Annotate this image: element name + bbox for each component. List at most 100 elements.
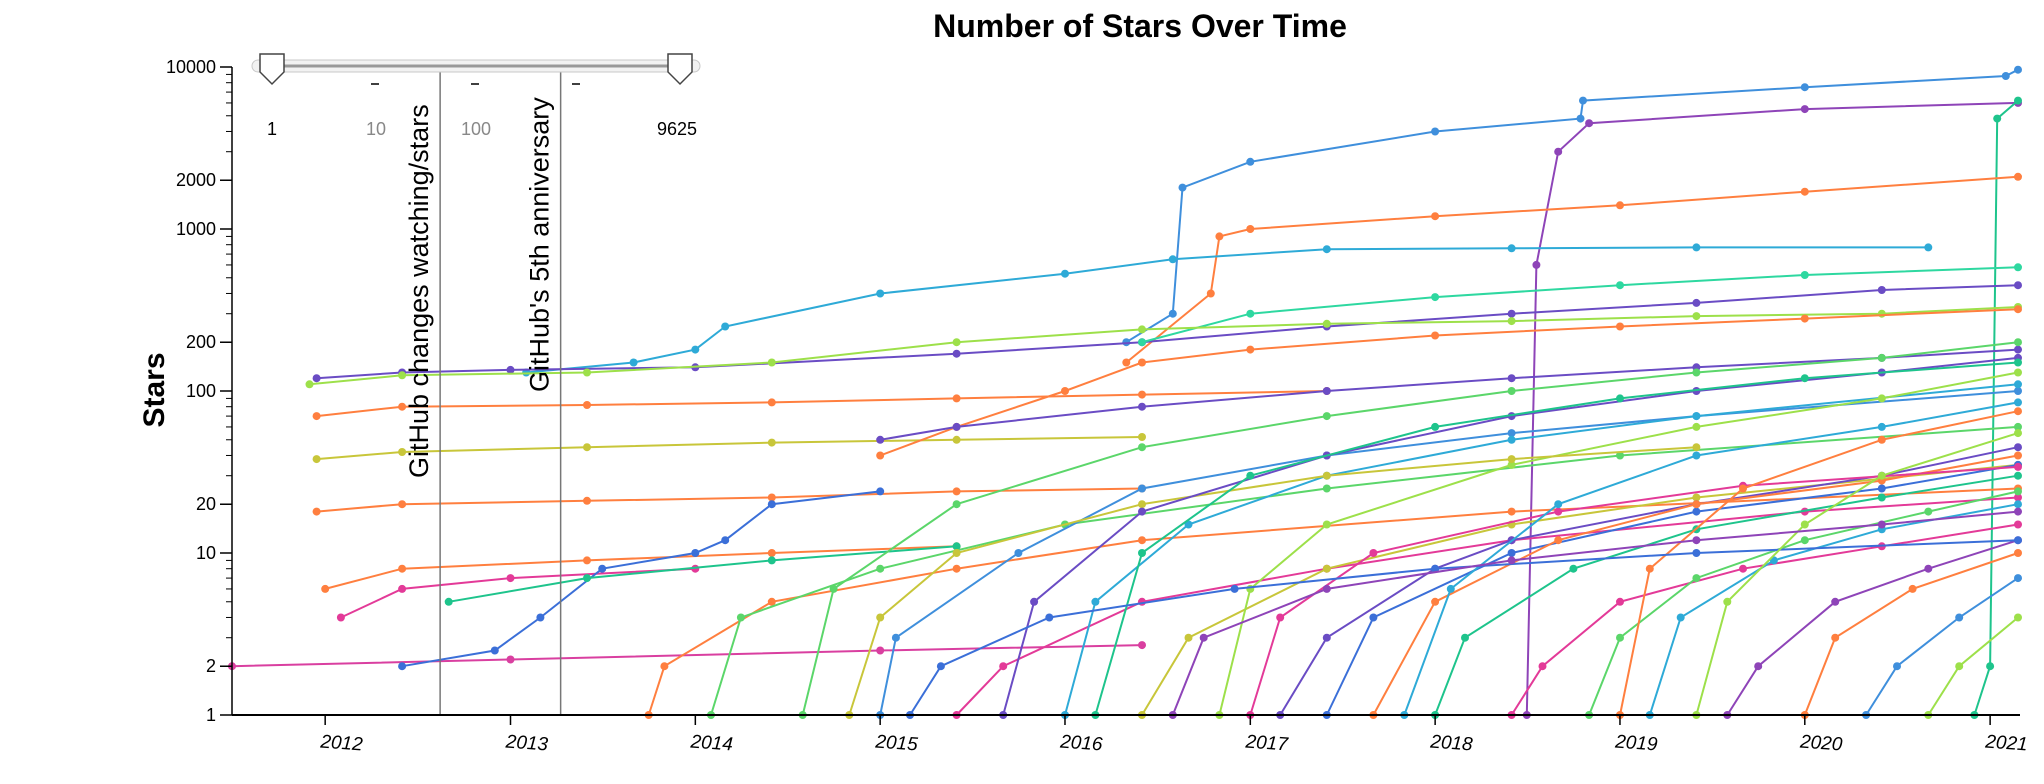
series-8 <box>312 387 1331 421</box>
y-axis: 10000 2000 1000 200 100 20 10 2 1 <box>166 57 233 725</box>
data-point <box>1538 662 1547 671</box>
data-point <box>1061 387 1069 395</box>
data-point <box>312 507 321 516</box>
data-point <box>1831 597 1840 606</box>
data-point <box>2014 387 2022 395</box>
data-point <box>321 584 330 593</box>
series-line <box>1372 454 2019 716</box>
data-point <box>1993 114 2002 123</box>
data-point <box>721 322 730 331</box>
series-line <box>1588 490 2019 716</box>
data-point <box>1616 281 1624 290</box>
data-point <box>767 500 776 509</box>
data-point <box>1461 633 1469 642</box>
data-point <box>2014 451 2022 460</box>
data-point <box>1138 507 1146 516</box>
data-point <box>305 380 314 389</box>
data-point <box>952 549 961 557</box>
data-point <box>1692 412 1701 421</box>
data-point <box>691 345 700 354</box>
data-point <box>1692 243 1701 252</box>
data-point <box>1507 374 1516 383</box>
chart-title: Number of Stars Over Time <box>933 8 1347 44</box>
data-point <box>1199 633 1208 642</box>
data-point <box>1246 309 1255 318</box>
data-point <box>1645 564 1654 573</box>
data-point <box>1908 584 1917 593</box>
data-point <box>1507 549 1516 557</box>
data-point <box>1877 435 1886 444</box>
data-point <box>2014 429 2022 438</box>
data-point <box>876 613 885 622</box>
x-tick-label: 2016 <box>1059 731 1104 755</box>
series-line <box>316 436 1143 461</box>
slider-label: 1 <box>267 119 277 139</box>
data-point <box>1692 574 1701 583</box>
data-point <box>1322 484 1331 493</box>
series-line <box>340 567 696 619</box>
data-point <box>1692 536 1701 545</box>
series-0 <box>1122 65 2022 347</box>
y-tick-label: 10 <box>196 543 216 563</box>
data-point <box>536 613 545 622</box>
data-point <box>1585 119 1594 128</box>
series-line <box>1865 577 2019 716</box>
data-point <box>398 371 407 380</box>
data-point <box>444 597 453 606</box>
data-point <box>506 365 515 374</box>
slider-max-handle[interactable] <box>667 53 693 86</box>
data-point <box>1800 374 1809 383</box>
series-2 <box>1970 96 2022 719</box>
data-point <box>1276 613 1285 622</box>
data-point <box>1507 309 1516 318</box>
series-43 <box>906 536 2022 719</box>
data-point <box>1138 325 1146 334</box>
series-10 <box>312 484 1146 516</box>
data-point <box>583 556 591 565</box>
series-line <box>1141 463 2019 716</box>
data-point <box>1230 584 1239 593</box>
x-tick-label: 2017 <box>1244 731 1290 755</box>
data-point <box>1507 507 1516 516</box>
data-point <box>506 574 515 583</box>
data-point <box>2014 520 2022 529</box>
x-tick-label: 2018 <box>1429 731 1474 755</box>
data-point <box>1877 309 1886 318</box>
data-point <box>1138 338 1146 347</box>
data-point <box>2014 358 2022 367</box>
data-point <box>2014 398 2022 407</box>
series-26 <box>1322 460 2022 719</box>
data-point <box>767 556 776 565</box>
data-point <box>1877 520 1886 529</box>
series-7 <box>305 303 2022 389</box>
series-line <box>1510 523 2019 716</box>
slider-min-handle[interactable] <box>259 53 285 86</box>
data-point <box>1800 271 1809 279</box>
data-point <box>1431 597 1440 606</box>
data-point <box>2014 96 2022 105</box>
data-point <box>1955 613 1964 622</box>
data-point <box>952 487 961 496</box>
data-point <box>1877 484 1886 493</box>
series-line <box>316 487 1143 513</box>
data-point <box>767 549 776 557</box>
series-16 <box>876 305 2022 460</box>
event-annotations: GitHub changes watching/stars GitHub's 5t… <box>404 67 562 715</box>
data-point <box>1692 368 1701 377</box>
data-point <box>1831 633 1840 642</box>
data-point <box>952 338 961 347</box>
x-axis: 2012 2013 2014 2015 2016 2017 2018 2019 2020 2021 <box>232 714 2028 756</box>
slider-label: 9625 <box>657 119 697 139</box>
data-point <box>1800 83 1809 92</box>
series-line <box>1125 175 2019 364</box>
data-point <box>1184 520 1193 529</box>
data-point <box>1431 212 1440 221</box>
data-point <box>876 487 885 496</box>
data-point <box>1692 443 1701 452</box>
data-point <box>1138 433 1146 441</box>
data-point <box>1800 536 1809 545</box>
range-slider[interactable]: 1 10 100 9625 <box>251 53 701 139</box>
series-40 <box>1246 462 2022 719</box>
data-point <box>583 401 591 409</box>
data-point <box>1122 358 1131 367</box>
